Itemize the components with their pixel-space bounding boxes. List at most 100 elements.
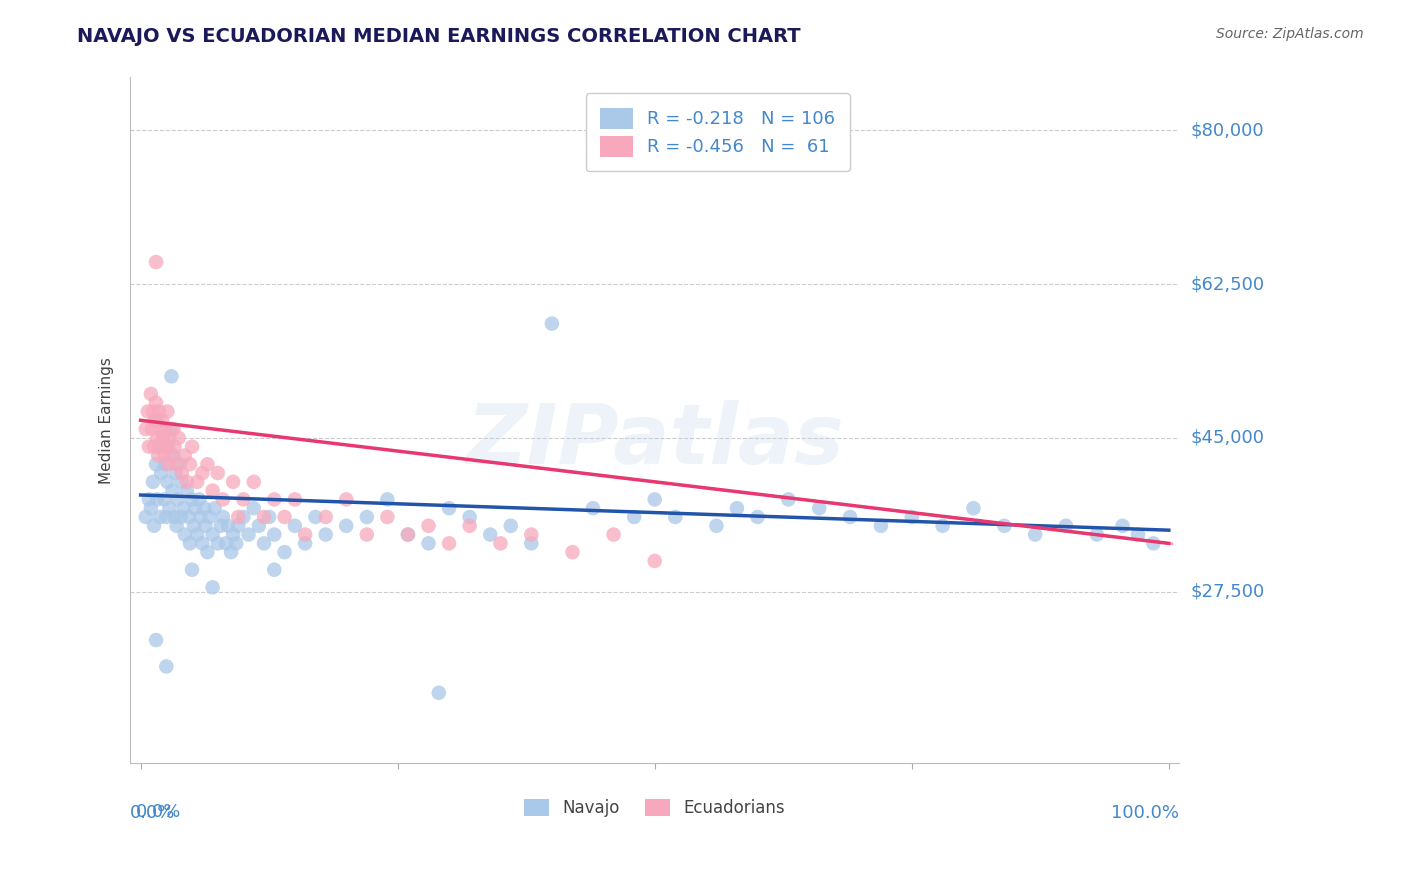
Point — [377, 510, 399, 524]
Point — [644, 554, 666, 568]
Point — [157, 431, 180, 445]
Text: 0.0%: 0.0% — [135, 803, 181, 821]
Text: $62,500: $62,500 — [1191, 275, 1264, 293]
Point — [166, 518, 188, 533]
Point — [1126, 527, 1149, 541]
Point — [222, 527, 245, 541]
Point — [335, 518, 357, 533]
Point — [191, 536, 214, 550]
Point — [418, 518, 440, 533]
Point — [156, 404, 179, 418]
Point — [143, 518, 166, 533]
Point — [162, 422, 184, 436]
Point — [747, 510, 769, 524]
Point — [179, 536, 201, 550]
Point — [146, 413, 169, 427]
Point — [145, 255, 167, 269]
Point — [181, 440, 204, 454]
Point — [706, 518, 728, 533]
Point — [225, 536, 247, 550]
Point — [145, 395, 167, 409]
Point — [177, 510, 200, 524]
Point — [242, 475, 264, 489]
Point — [870, 518, 893, 533]
Point — [541, 317, 564, 331]
Text: 0.0%: 0.0% — [131, 805, 176, 822]
Point — [152, 431, 174, 445]
Point — [184, 501, 207, 516]
Point — [138, 440, 160, 454]
Point — [179, 457, 201, 471]
Point — [499, 518, 522, 533]
Point — [193, 501, 215, 516]
Point — [153, 492, 176, 507]
Point — [160, 369, 183, 384]
Point — [143, 413, 166, 427]
Point — [176, 475, 198, 489]
Text: NAVAJO VS ECUADORIAN MEDIAN EARNINGS CORRELATION CHART: NAVAJO VS ECUADORIAN MEDIAN EARNINGS COR… — [77, 27, 801, 45]
Point — [335, 492, 357, 507]
Point — [207, 466, 229, 480]
Point — [253, 510, 276, 524]
Point — [198, 510, 221, 524]
Text: $27,500: $27,500 — [1191, 582, 1264, 600]
Point — [582, 501, 605, 516]
Point — [141, 422, 163, 436]
Point — [294, 536, 316, 550]
Point — [561, 545, 583, 559]
Point — [149, 510, 172, 524]
Point — [135, 422, 157, 436]
Point — [138, 492, 160, 507]
Text: ZIPatlas: ZIPatlas — [465, 401, 844, 482]
Point — [664, 510, 686, 524]
Point — [396, 527, 419, 541]
Point — [232, 492, 254, 507]
Text: $80,000: $80,000 — [1191, 121, 1264, 139]
Point — [181, 492, 204, 507]
Point — [160, 449, 183, 463]
Point — [215, 536, 238, 550]
Point — [356, 527, 378, 541]
Point — [148, 440, 170, 454]
Point — [993, 518, 1015, 533]
Point — [1054, 518, 1077, 533]
Point — [162, 483, 184, 498]
Point — [284, 492, 307, 507]
Point — [155, 457, 177, 471]
Y-axis label: Median Earnings: Median Earnings — [100, 357, 114, 483]
Point — [142, 404, 165, 418]
Point — [173, 449, 195, 463]
Point — [186, 527, 208, 541]
Point — [201, 527, 224, 541]
Point — [170, 510, 193, 524]
Point — [146, 449, 169, 463]
Point — [253, 536, 276, 550]
Text: Source: ZipAtlas.com: Source: ZipAtlas.com — [1216, 27, 1364, 41]
Point — [396, 527, 419, 541]
Point — [188, 510, 211, 524]
Point — [170, 466, 193, 480]
Point — [418, 536, 440, 550]
Point — [188, 492, 211, 507]
Point — [191, 466, 214, 480]
Point — [150, 466, 173, 480]
Point — [146, 492, 169, 507]
Point — [163, 440, 186, 454]
Point — [623, 510, 645, 524]
Point — [263, 563, 285, 577]
Point — [145, 457, 167, 471]
Point — [217, 518, 239, 533]
Point — [900, 510, 922, 524]
Point — [152, 431, 174, 445]
Point — [148, 404, 170, 418]
Text: 100.0%: 100.0% — [1111, 805, 1180, 822]
Point — [808, 501, 831, 516]
Point — [153, 449, 176, 463]
Point — [156, 475, 179, 489]
Point — [169, 457, 191, 471]
Point — [183, 518, 205, 533]
Point — [186, 475, 208, 489]
Point — [1085, 527, 1108, 541]
Point — [427, 686, 450, 700]
Point — [181, 563, 204, 577]
